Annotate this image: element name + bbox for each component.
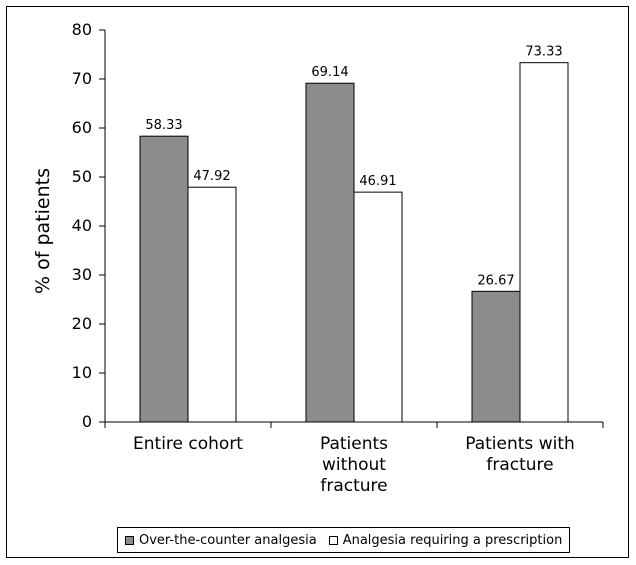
legend-item-otc: Over-the-counter analgesia	[125, 533, 317, 548]
legend: Over-the-counter analgesia Analgesia req…	[117, 527, 571, 553]
category-label: Patients	[320, 434, 388, 454]
legend-item-prescription: Analgesia requiring a prescription	[328, 532, 563, 548]
x-axis: Entire cohort PatientswithoutfracturePati…	[104, 421, 604, 496]
data-label: 58.33	[145, 118, 182, 133]
bar-prescription-2	[519, 62, 569, 423]
category-label: Entire cohort	[133, 434, 243, 454]
y-tick-label: 40	[72, 216, 92, 235]
bar-prescription-1	[353, 191, 403, 423]
legend-label-otc: Over-the-counter analgesia	[139, 532, 317, 548]
data-label: 73.33	[525, 45, 562, 60]
y-tick-label: 10	[72, 363, 92, 382]
y-axis-title: % of patients	[32, 168, 54, 294]
data-label: 46.91	[359, 174, 396, 189]
y-tick-label: 20	[72, 314, 92, 333]
y-tick-label: 0	[82, 412, 92, 431]
y-tick-label: 60	[72, 118, 92, 137]
y-axis: 0 10 20 30 40 50 60 70 80	[72, 20, 106, 431]
y-tick-label: 30	[72, 265, 92, 284]
bar-otc-1	[305, 82, 355, 423]
data-label: 69.14	[311, 65, 348, 80]
category-label: without	[322, 455, 386, 475]
legend-swatch-otc	[125, 535, 134, 545]
category-label: fracture	[320, 476, 387, 496]
bar-otc-0	[139, 135, 189, 423]
category-label: Patients with	[465, 434, 575, 454]
legend-swatch-prescription	[328, 535, 338, 545]
category-label: fracture	[486, 455, 553, 475]
bars	[139, 62, 569, 423]
bar-chart: 0 10 20 30 40 50 60 70 80 Entire cohort Patientsw…	[32, 20, 604, 496]
y-tick-label: 80	[72, 20, 92, 39]
bar-prescription-0	[187, 186, 237, 423]
legend-label-prescription: Analgesia requiring a prescription	[342, 532, 563, 548]
data-label: 47.92	[193, 169, 230, 184]
data-label: 26.67	[477, 273, 514, 288]
bar-otc-2	[471, 290, 521, 423]
data-labels: 58.33 47.92 69.14 46.91 26.67 73.33	[145, 45, 562, 289]
y-tick-label: 50	[72, 167, 92, 186]
y-tick-label: 70	[72, 69, 92, 88]
